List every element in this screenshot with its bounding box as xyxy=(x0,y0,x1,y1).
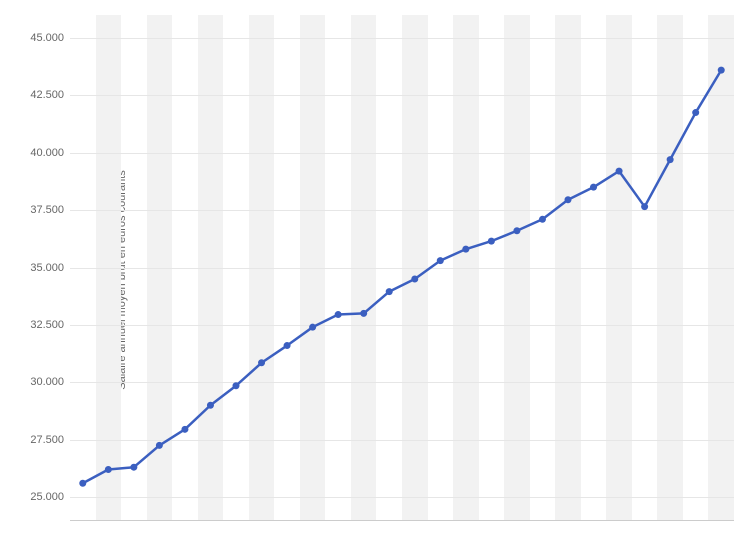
data-point[interactable] xyxy=(156,442,163,449)
y-tick-label: 25.000 xyxy=(30,491,64,503)
line-chart: Salaire annuel moyen brut en euros coura… xyxy=(0,0,754,560)
data-point[interactable] xyxy=(130,464,137,471)
data-point[interactable] xyxy=(335,311,342,318)
data-point[interactable] xyxy=(513,227,520,234)
data-point[interactable] xyxy=(181,426,188,433)
y-tick-label: 30.000 xyxy=(30,376,64,388)
y-tick-label: 35.000 xyxy=(30,262,64,274)
data-point[interactable] xyxy=(565,196,572,203)
data-point[interactable] xyxy=(488,238,495,245)
data-point[interactable] xyxy=(309,324,316,331)
data-point[interactable] xyxy=(360,310,367,317)
data-point[interactable] xyxy=(590,184,597,191)
line-series xyxy=(70,15,734,520)
data-point[interactable] xyxy=(386,288,393,295)
data-point[interactable] xyxy=(437,257,444,264)
data-point[interactable] xyxy=(641,203,648,210)
data-point[interactable] xyxy=(462,246,469,253)
data-point[interactable] xyxy=(105,466,112,473)
y-tick-label: 27.500 xyxy=(30,434,64,446)
data-point[interactable] xyxy=(616,168,623,175)
data-point[interactable] xyxy=(667,156,674,163)
data-point[interactable] xyxy=(284,342,291,349)
data-point[interactable] xyxy=(258,359,265,366)
data-point[interactable] xyxy=(539,216,546,223)
data-point[interactable] xyxy=(79,480,86,487)
y-tick-label: 45.000 xyxy=(30,32,64,44)
series-line xyxy=(83,70,721,483)
data-point[interactable] xyxy=(411,275,418,282)
y-tick-label: 42.500 xyxy=(30,89,64,101)
y-tick-label: 32.500 xyxy=(30,319,64,331)
y-tick-label: 37.500 xyxy=(30,204,64,216)
data-point[interactable] xyxy=(718,67,725,74)
data-point[interactable] xyxy=(207,402,214,409)
data-point[interactable] xyxy=(233,382,240,389)
y-tick-label: 40.000 xyxy=(30,147,64,159)
data-point[interactable] xyxy=(692,109,699,116)
x-axis-line xyxy=(70,520,734,521)
